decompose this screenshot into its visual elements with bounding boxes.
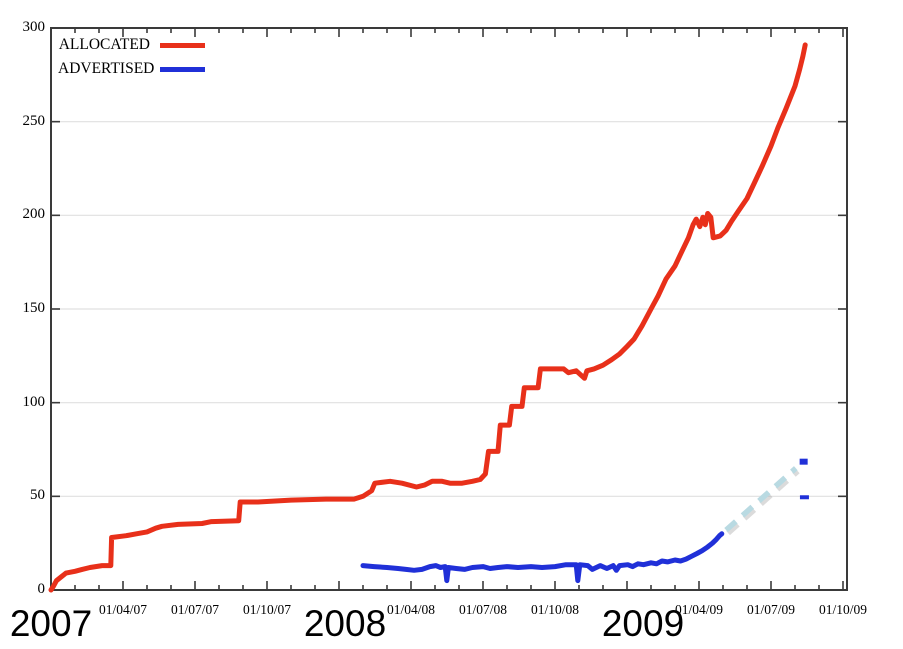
y-tick-label: 250	[22, 112, 46, 129]
legend-item-allocated: ALLOCATED	[58, 33, 205, 57]
legend-label-advertised: ADVERTISED	[58, 60, 155, 77]
chart-legend: ALLOCATED ADVERTISED	[58, 33, 205, 81]
x-tick-label: 01/10/07	[242, 602, 291, 617]
x-tick-label: 01/07/07	[170, 602, 219, 617]
y-tick-label: 50	[30, 487, 45, 504]
allocated-line-swatch-icon	[160, 42, 205, 48]
advertised-projection-line	[724, 466, 798, 533]
projection-shadow	[726, 469, 800, 536]
x-year-label: 2007	[9, 603, 93, 644]
x-tick-label: 01/07/08	[458, 602, 507, 617]
allocated-line	[48, 42, 808, 593]
legend-item-advertised: ADVERTISED	[58, 57, 205, 81]
x-tick-label: 01/07/09	[746, 602, 795, 617]
x-tick-label: 01/10/08	[530, 602, 579, 617]
advertised-marker	[799, 495, 809, 500]
advertised-marker	[799, 458, 808, 465]
x-tick-label: 01/04/07	[98, 602, 147, 617]
plot-border	[50, 27, 848, 591]
x-tick-label: 01/10/09	[818, 602, 867, 617]
legend-label-allocated: ALLOCATED	[58, 36, 150, 53]
x-tick-label: 01/04/08	[386, 602, 435, 617]
advertised-line	[360, 531, 725, 584]
y-tick-label: 0	[37, 581, 46, 597]
y-tick-label: 200	[22, 206, 46, 223]
advertised-line-swatch-icon	[160, 66, 205, 72]
x-tick-label: 01/04/09	[674, 602, 723, 617]
x-year-label: 2009	[601, 603, 685, 644]
y-tick-label: 150	[22, 300, 46, 316]
x-year-label: 2008	[303, 603, 387, 644]
y-tick-label: 300	[22, 19, 46, 35]
y-tick-label: 100	[22, 393, 46, 410]
